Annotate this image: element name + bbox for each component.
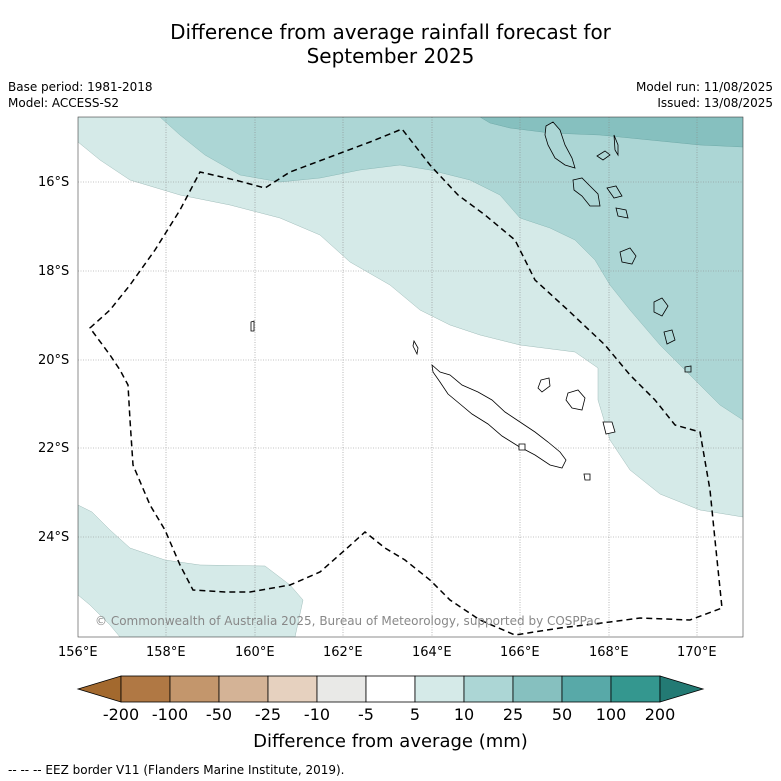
island — [596, 150, 611, 161]
island — [565, 389, 586, 411]
lon-label: 158°E — [146, 645, 186, 660]
island — [615, 207, 629, 219]
colorbar-tick-label: 50 — [551, 705, 573, 724]
colorbar-tick-label: 10 — [453, 705, 475, 724]
colorbar-tick-label: -5 — [358, 705, 374, 724]
island — [602, 421, 616, 435]
colorbar-swatch — [267, 675, 318, 703]
island — [583, 473, 591, 481]
copyright-notice: © Commonwealth of Australia 2025, Bureau… — [95, 614, 601, 628]
map-title-line1: Difference from average rainfall forecas… — [170, 20, 611, 44]
colorbar-tick-label: -10 — [303, 705, 331, 724]
lat-label: 24°S — [38, 530, 70, 545]
lat-label: 20°S — [38, 353, 70, 368]
colorbar-tick-label: -100 — [151, 705, 189, 724]
colorbar-swatch — [218, 675, 269, 703]
colorbar-swatch — [610, 675, 661, 703]
eez-legend-note: -- -- -- EEZ border V11 (Flanders Marine… — [8, 763, 345, 777]
base-period: Base period: 1981-2018 — [8, 80, 153, 94]
lon-label: 160°E — [235, 645, 275, 660]
island — [613, 134, 619, 157]
colorbar-swatch — [414, 675, 465, 703]
island — [684, 365, 692, 373]
lon-label: 168°E — [589, 645, 629, 660]
model-name: Model: ACCESS-S2 — [8, 96, 120, 110]
lon-label: 162°E — [323, 645, 363, 660]
island — [412, 339, 419, 356]
band-25-50 — [479, 117, 743, 148]
lon-label: 170°E — [677, 645, 717, 660]
map-title-line2: September 2025 — [306, 44, 475, 68]
colorbar-tick-label: -200 — [102, 705, 140, 724]
lon-label: 166°E — [500, 645, 540, 660]
island — [663, 329, 676, 345]
colorbar-extend-low — [76, 675, 122, 703]
lat-label: 22°S — [38, 441, 70, 456]
lat-label: 16°S — [38, 175, 70, 190]
colorbar-tick-label: -25 — [254, 705, 282, 724]
colorbar-swatch — [365, 675, 416, 703]
colorbar-tick-label: 25 — [502, 705, 524, 724]
lat-label: 18°S — [38, 264, 70, 279]
lon-label: 164°E — [412, 645, 452, 660]
island — [572, 177, 601, 207]
colorbar-extend-high — [659, 675, 705, 703]
colorbar-tick-label: 5 — [409, 705, 421, 724]
colorbar-tick-label: -50 — [205, 705, 233, 724]
colorbar-swatch — [512, 675, 563, 703]
colorbar-title: Difference from average (mm) — [253, 731, 528, 752]
island — [606, 185, 623, 199]
colorbar-tick-label: 100 — [595, 705, 627, 724]
issued-date: Issued: 13/08/2025 — [657, 96, 773, 110]
eez-border — [88, 128, 723, 636]
island — [250, 320, 255, 332]
island — [537, 377, 551, 393]
colorbar-swatch — [169, 675, 220, 703]
colorbar-swatch — [463, 675, 514, 703]
island — [653, 297, 669, 317]
island — [518, 443, 526, 451]
model-run-date: Model run: 11/08/2025 — [635, 80, 773, 94]
colorbar-swatch — [316, 675, 367, 703]
colorbar-tick-label: 200 — [644, 705, 676, 724]
island — [544, 121, 576, 169]
graticule — [78, 117, 743, 637]
new-caledonia-island — [431, 363, 567, 469]
island — [619, 247, 637, 265]
colorbar — [76, 675, 705, 703]
colorbar-swatch — [561, 675, 612, 703]
lon-label: 156°E — [58, 645, 98, 660]
colorbar-swatch — [120, 675, 171, 703]
map-frame — [77, 116, 744, 638]
